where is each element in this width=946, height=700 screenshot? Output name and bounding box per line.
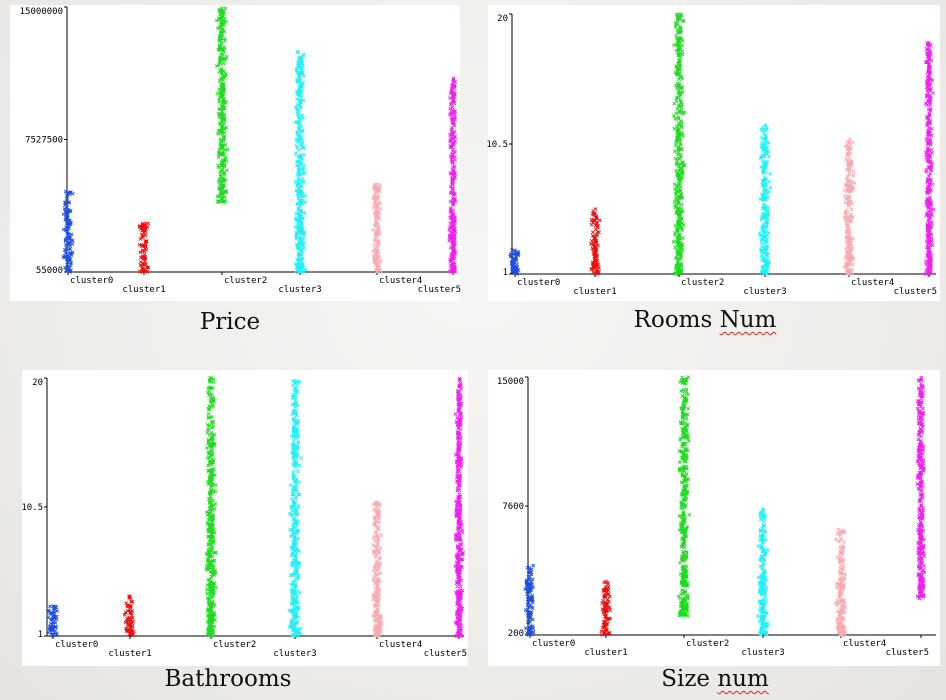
price-chart-panel: 55000 7527500 15000000 cluster0 cluster1 clus… bbox=[10, 5, 461, 301]
price-chart: 55000 7527500 15000000 cluster0 cluster1 clus… bbox=[20, 6, 461, 295]
x-tick-label: cluster1 bbox=[108, 649, 151, 659]
series-cluster0 bbox=[508, 248, 521, 276]
rooms-chart: 1 10.5 20 cluster0 cluster1 cluster2 cluster3 c… bbox=[486, 12, 937, 297]
x-tick-label: cluster2 bbox=[213, 640, 256, 650]
bathrooms-chart-caption: Bathrooms bbox=[164, 666, 292, 692]
scatter-points-cluster1 bbox=[589, 207, 602, 276]
series-cluster3 bbox=[757, 122, 773, 276]
rooms-chart-caption: Rooms Num bbox=[633, 307, 777, 333]
scatter-points-cluster2 bbox=[676, 375, 692, 618]
scatter-points-cluster0 bbox=[523, 563, 536, 637]
x-tick-label: cluster1 bbox=[573, 287, 616, 297]
series-cluster5 bbox=[923, 40, 936, 276]
scatter-points-cluster3 bbox=[287, 378, 304, 638]
series-cluster4 bbox=[834, 527, 848, 637]
scatter-points-cluster4 bbox=[370, 182, 383, 274]
y-tick-label: 15000000 bbox=[20, 7, 63, 17]
x-tick-label: cluster3 bbox=[741, 648, 784, 658]
price-chart-caption: Price bbox=[199, 309, 261, 335]
scatter-points-cluster2 bbox=[204, 376, 218, 638]
scatter-points-cluster0 bbox=[508, 248, 521, 276]
x-tick-label: cluster0 bbox=[532, 639, 575, 649]
y-tick-label: 1 bbox=[503, 268, 508, 278]
x-tick-label: cluster2 bbox=[681, 278, 724, 288]
scatter-points-cluster5 bbox=[453, 376, 465, 638]
y-tick-label: 20 bbox=[32, 378, 43, 388]
scatter-points-cluster2 bbox=[671, 12, 687, 276]
x-tick-label: cluster5 bbox=[424, 649, 467, 659]
scatter-points-cluster3 bbox=[755, 507, 770, 637]
scatter-points-cluster3 bbox=[293, 50, 308, 274]
y-tick-label: 55000 bbox=[36, 266, 63, 276]
bathrooms-chart-panel: 1 10.5 20 cluster0 cluster1 cluster2 cluster3 c… bbox=[21, 370, 468, 666]
series-cluster1 bbox=[599, 579, 613, 637]
scatter-points-cluster5 bbox=[923, 40, 936, 276]
bathrooms-chart: 1 10.5 20 cluster0 cluster1 cluster2 cluster3 c… bbox=[21, 376, 467, 659]
scatter-points-cluster4 bbox=[371, 500, 384, 638]
series-cluster4 bbox=[370, 182, 383, 274]
scatter-points-cluster4 bbox=[842, 137, 857, 276]
series-cluster0 bbox=[523, 563, 536, 637]
scatter-points-cluster5 bbox=[447, 76, 457, 274]
x-tick-label: cluster0 bbox=[517, 278, 560, 288]
x-tick-label: cluster4 bbox=[379, 640, 422, 650]
scatter-points-cluster0 bbox=[61, 189, 75, 274]
x-tick-label: cluster0 bbox=[55, 640, 98, 650]
x-tick-label: cluster3 bbox=[273, 649, 316, 659]
rooms-chart-panel: 1 10.5 20 cluster0 cluster1 cluster2 cluster3 c… bbox=[486, 5, 940, 301]
series-cluster5 bbox=[453, 376, 465, 638]
x-tick-label: cluster1 bbox=[584, 648, 627, 658]
x-tick-label: cluster1 bbox=[122, 285, 165, 295]
series-cluster1 bbox=[589, 207, 602, 276]
y-tick-label: 200 bbox=[508, 629, 524, 639]
series-cluster3 bbox=[287, 378, 304, 638]
y-tick-label: 1 bbox=[38, 630, 43, 640]
y-tick-label: 15000 bbox=[497, 377, 524, 387]
x-tick-label: cluster3 bbox=[278, 285, 321, 295]
scatter-points-cluster1 bbox=[137, 221, 151, 274]
y-tick-label: 7600 bbox=[502, 502, 524, 512]
series-cluster2 bbox=[214, 6, 230, 204]
x-tick-label: cluster4 bbox=[851, 278, 894, 288]
x-tick-label: cluster5 bbox=[894, 287, 937, 297]
scatter-points-cluster1 bbox=[122, 594, 136, 638]
series-cluster1 bbox=[137, 221, 151, 274]
series-cluster3 bbox=[755, 507, 770, 637]
x-tick-label: cluster5 bbox=[886, 648, 929, 658]
scatter-points-cluster3 bbox=[757, 122, 773, 276]
series-cluster2 bbox=[676, 375, 692, 618]
series-cluster5 bbox=[447, 76, 457, 274]
scatter-points-cluster0 bbox=[46, 604, 60, 638]
x-tick-label: cluster4 bbox=[379, 276, 422, 286]
size-chart-panel: 200 7600 15000 cluster0 cluster1 cluster2 clus… bbox=[488, 370, 940, 666]
y-tick-label: 10.5 bbox=[21, 503, 43, 513]
y-tick-label: 20 bbox=[497, 14, 508, 24]
x-tick-label: cluster3 bbox=[743, 287, 786, 297]
x-tick-label: cluster5 bbox=[418, 285, 461, 295]
size-chart-caption: Size num bbox=[661, 666, 769, 692]
size-chart: 200 7600 15000 cluster0 cluster1 cluster2 clus… bbox=[497, 375, 936, 658]
scatter-points-cluster1 bbox=[599, 579, 613, 637]
series-cluster4 bbox=[842, 137, 857, 276]
series-cluster0 bbox=[46, 604, 60, 638]
y-tick-label: 7527500 bbox=[25, 136, 63, 146]
series-cluster2 bbox=[671, 12, 687, 276]
y-tick-label: 10.5 bbox=[486, 140, 508, 150]
x-tick-label: cluster0 bbox=[70, 276, 113, 286]
x-tick-label: cluster2 bbox=[224, 276, 267, 286]
series-cluster0 bbox=[61, 189, 75, 274]
scatter-points-cluster4 bbox=[834, 527, 848, 637]
x-tick-label: cluster2 bbox=[686, 639, 729, 649]
scatter-points-cluster5 bbox=[915, 375, 927, 601]
series-cluster5 bbox=[915, 375, 927, 601]
series-cluster4 bbox=[371, 500, 384, 638]
series-cluster3 bbox=[293, 50, 308, 274]
series-cluster1 bbox=[122, 594, 136, 638]
series-cluster2 bbox=[204, 376, 218, 638]
x-tick-label: cluster4 bbox=[843, 639, 886, 649]
scatter-points-cluster2 bbox=[214, 6, 230, 204]
